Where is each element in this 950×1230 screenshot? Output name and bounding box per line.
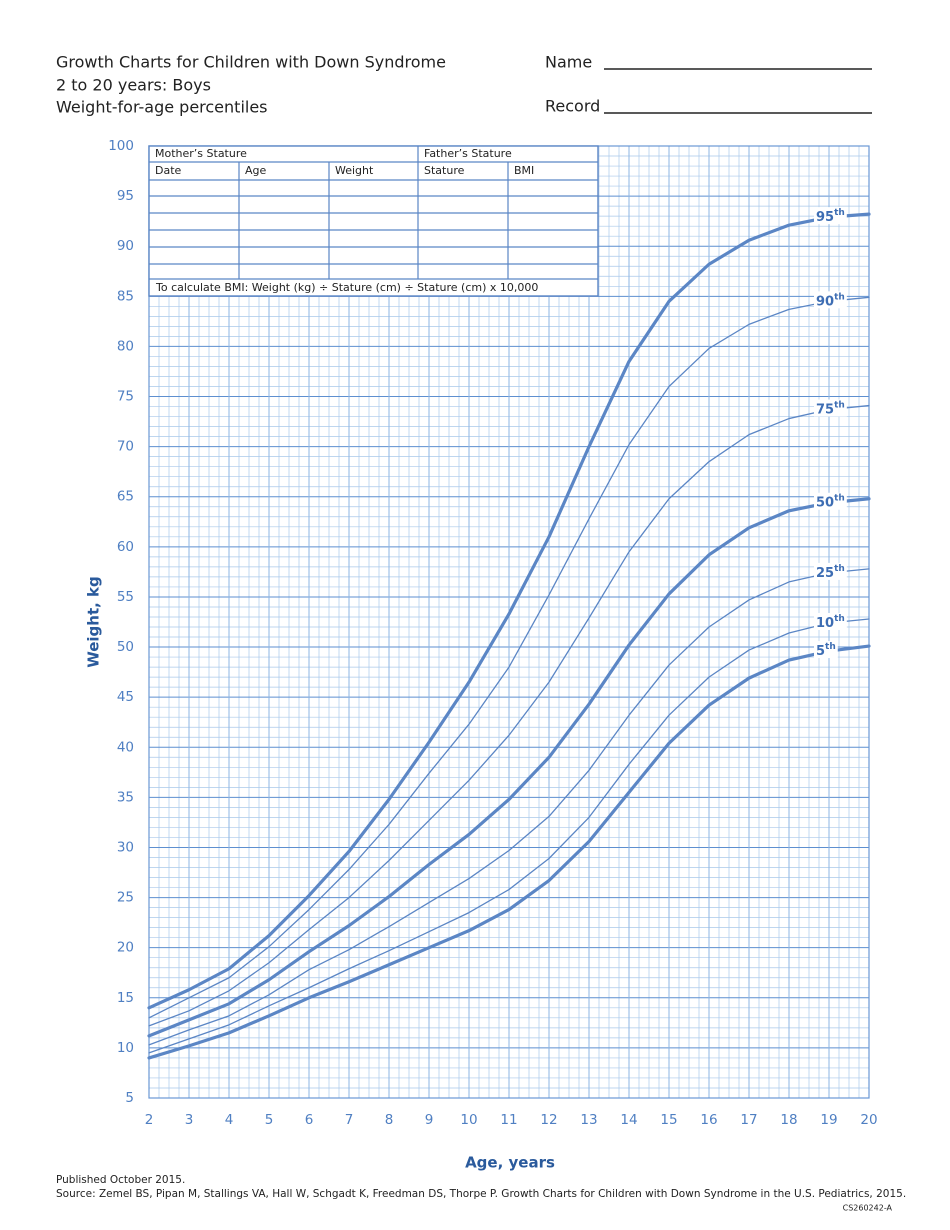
x-tick-label: 3: [185, 1112, 194, 1128]
table-parent: Father’s Stature: [424, 147, 512, 160]
y-tick-label: 10: [117, 1040, 134, 1056]
curve-label-bg: [814, 399, 847, 417]
x-tick-label: 13: [580, 1112, 597, 1128]
percentile-curve: [148, 618, 870, 1054]
title-line: Weight-for-age percentiles: [56, 98, 268, 117]
title-line: Growth Charts for Children with Down Syn…: [56, 53, 446, 72]
table-column: Date: [155, 164, 182, 177]
record-label: Record: [545, 97, 600, 116]
x-tick-label: 15: [660, 1112, 677, 1128]
y-tick-label: 30: [117, 839, 134, 855]
x-tick-label: 19: [820, 1112, 837, 1128]
x-tick-label: 16: [700, 1112, 717, 1128]
percentile-curve: [147, 212, 871, 1010]
y-tick-label: 80: [117, 338, 134, 354]
x-axis-title: Age, years: [465, 1154, 555, 1172]
published-note: Published October 2015.: [56, 1174, 185, 1186]
percentile-curve: [148, 404, 870, 1027]
x-tick-label: 20: [860, 1112, 877, 1128]
y-tick-label: 65: [117, 489, 134, 505]
document-code: CS260242-A: [843, 1204, 893, 1213]
record-table: Mother’s Stature Father’s Stature Date A…: [148, 145, 599, 297]
curve-label-bg: [814, 613, 847, 631]
curve-label: 90th: [816, 292, 845, 309]
curve-label: 95th: [816, 208, 845, 225]
y-tick-label: 5: [125, 1090, 134, 1106]
y-tick-label: 15: [117, 990, 134, 1006]
table-note: To calculate BMI: Weight (kg) ÷ Stature …: [155, 281, 538, 294]
curve-labels: 95th 90th 75th 50th 25th 10th 5th: [814, 207, 847, 659]
y-tick-label: 40: [117, 739, 134, 755]
curve-label-bg: [814, 291, 847, 309]
curve-label: 50th: [816, 493, 845, 510]
curves: [147, 212, 871, 1060]
table-parent: Mother’s Stature: [155, 147, 247, 160]
table-column: Age: [245, 164, 267, 177]
curve-label-bg: [814, 492, 847, 510]
x-tick-label: 18: [780, 1112, 797, 1128]
y-tick-label: 70: [117, 439, 134, 455]
x-tick-label: 5: [265, 1112, 274, 1128]
y-tick-label: 25: [117, 890, 134, 906]
y-tick-label: 90: [117, 238, 134, 254]
curve-label: 75th: [816, 400, 845, 417]
y-tick-label: 75: [117, 389, 134, 405]
table-column: BMI: [514, 164, 534, 177]
y-tick-label: 85: [117, 288, 134, 304]
x-tick-label: 11: [500, 1112, 517, 1128]
y-tick-label: 55: [117, 589, 134, 605]
y-tick-label: 45: [117, 689, 134, 705]
x-tick-label: 10: [460, 1112, 477, 1128]
name-label: Name: [545, 53, 592, 72]
source-note: Source: Zemel BS, Pipan M, Stallings VA,…: [56, 1188, 906, 1200]
x-tick-label: 6: [305, 1112, 314, 1128]
y-axis-title: Weight, kg: [85, 576, 103, 668]
y-tick-label: 95: [117, 188, 134, 204]
curve-label: 25th: [816, 563, 845, 580]
y-tick-label: 35: [117, 789, 134, 805]
percentile-curve: [148, 296, 870, 1019]
title-line: 2 to 20 years: Boys: [56, 76, 211, 95]
curve-label-bg: [814, 641, 838, 659]
y-tick-label: 100: [108, 138, 134, 154]
curve-label-bg: [814, 562, 847, 580]
x-tick-label: 12: [540, 1112, 557, 1128]
table-column: Stature: [424, 164, 465, 177]
curve-label: 10th: [816, 614, 845, 631]
percentile-curve: [148, 568, 870, 1046]
x-tick-label: 4: [225, 1112, 234, 1128]
x-tick-label: 17: [740, 1112, 757, 1128]
curve-label: 5th: [816, 642, 836, 659]
table-column: Weight: [335, 164, 374, 177]
y-tick-label: 50: [117, 639, 134, 655]
x-tick-label: 2: [145, 1112, 154, 1128]
y-tick-label: 60: [117, 539, 134, 555]
table-frame: [148, 145, 599, 297]
x-tick-label: 9: [425, 1112, 434, 1128]
curve-label-bg: [814, 207, 847, 225]
percentile-curve: [147, 644, 871, 1060]
x-tick-label: 14: [620, 1112, 637, 1128]
x-tick-label: 7: [345, 1112, 354, 1128]
y-tick-label: 20: [117, 940, 134, 956]
x-tick-label: 8: [385, 1112, 394, 1128]
percentile-curve: [147, 497, 871, 1038]
